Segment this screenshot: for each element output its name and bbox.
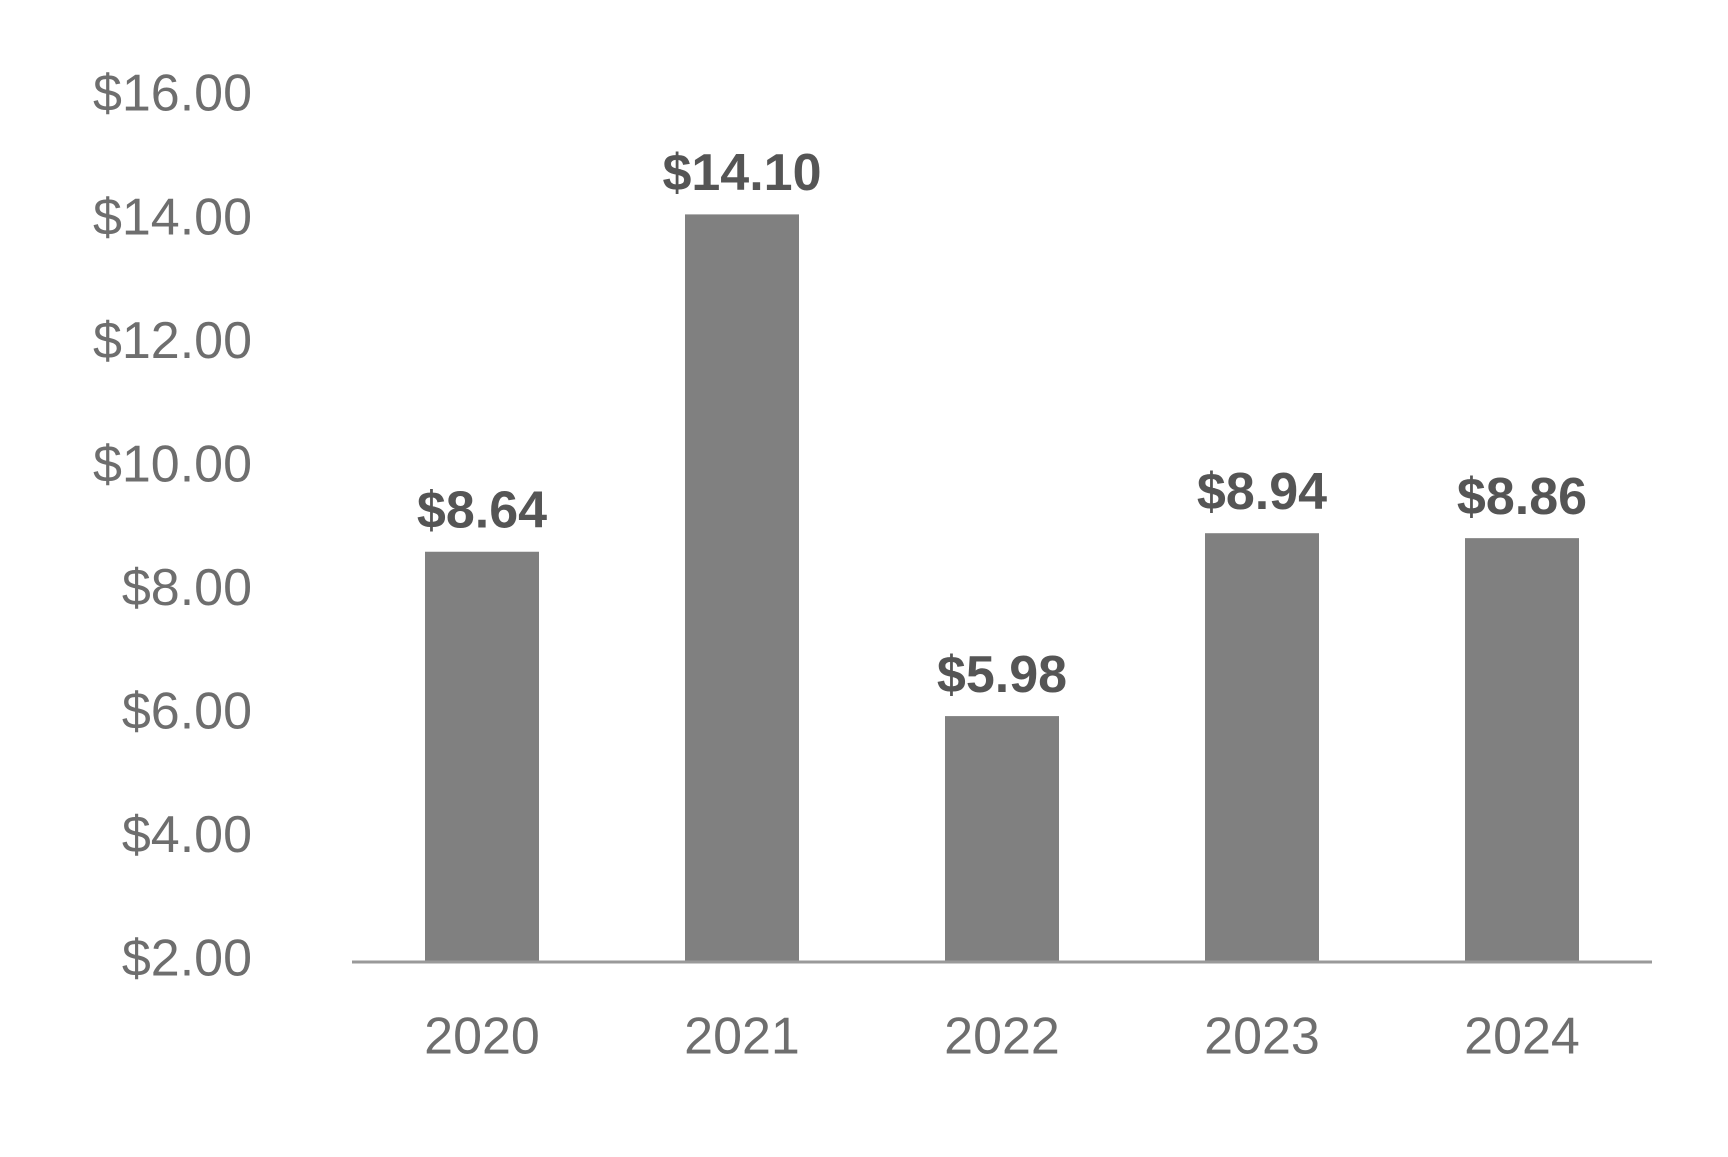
y-tick-label: $6.00 (122, 683, 252, 741)
x-axis: 2020 2021 2022 2023 2024 (352, 960, 1652, 1066)
bar-2021 (685, 214, 799, 963)
data-label-2023: $8.94 (1197, 463, 1327, 521)
y-tick-label: $8.00 (122, 559, 252, 617)
bars (425, 214, 1579, 963)
x-tick-label-2022: 2022 (944, 1008, 1060, 1066)
bar-2022 (945, 716, 1059, 962)
x-tick-label-2020: 2020 (424, 1008, 540, 1066)
data-label-2020: $8.64 (417, 481, 547, 539)
y-tick-label: $12.00 (93, 312, 252, 370)
y-axis: $2.00 $4.00 $6.00 $8.00 $10.00 $12.00 $14.00 $1… (93, 65, 252, 988)
data-labels: $8.64 $14.10 $5.98 $8.94 $8.86 (417, 144, 1587, 704)
y-tick-label: $4.00 (122, 806, 252, 864)
bar-2023 (1205, 533, 1319, 962)
x-tick-label-2024: 2024 (1464, 1008, 1580, 1066)
y-tick-label: $14.00 (93, 188, 252, 246)
y-tick-label: $16.00 (93, 65, 252, 123)
y-tick-label: $2.00 (122, 930, 252, 988)
x-tick-label-2021: 2021 (684, 1008, 800, 1066)
y-tick-label: $10.00 (93, 435, 252, 493)
bar-2024 (1465, 538, 1579, 962)
data-label-2022: $5.98 (937, 646, 1067, 704)
bar-2020 (425, 551, 539, 962)
data-label-2021: $14.10 (662, 144, 821, 202)
data-label-2024: $8.86 (1457, 468, 1587, 526)
x-tick-label-2023: 2023 (1204, 1008, 1320, 1066)
